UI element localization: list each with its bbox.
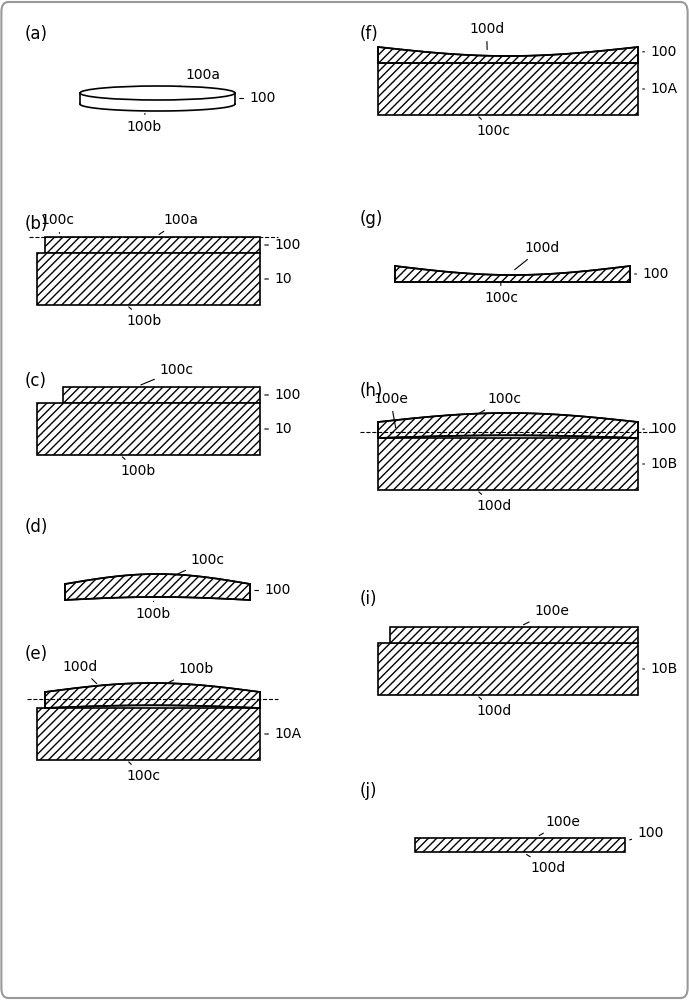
Bar: [37, 253, 260, 305]
Text: 100: 100: [643, 45, 677, 59]
Text: 10: 10: [265, 272, 291, 286]
Text: 100a: 100a: [172, 68, 220, 90]
Ellipse shape: [80, 86, 235, 100]
Text: 10A: 10A: [643, 82, 677, 96]
Bar: [63, 387, 260, 403]
Text: 100d: 100d: [62, 660, 97, 684]
Text: 100b: 100b: [135, 601, 171, 621]
Polygon shape: [45, 683, 260, 708]
Text: 100c: 100c: [477, 117, 511, 138]
Text: 100b: 100b: [127, 307, 162, 328]
Text: 100d: 100d: [515, 241, 559, 270]
Text: 100c: 100c: [175, 553, 225, 575]
Text: 100: 100: [265, 388, 300, 402]
Bar: [378, 63, 638, 115]
Polygon shape: [378, 47, 638, 63]
Text: 100e: 100e: [539, 815, 580, 836]
Text: (g): (g): [360, 210, 383, 228]
Text: 100c: 100c: [40, 213, 74, 233]
Text: 100: 100: [643, 422, 677, 436]
Text: 100e: 100e: [373, 392, 408, 428]
Text: (c): (c): [25, 372, 47, 390]
Text: (j): (j): [360, 782, 378, 800]
Bar: [378, 438, 638, 490]
Text: 100a: 100a: [159, 213, 198, 234]
Bar: [390, 627, 638, 643]
Text: 100b: 100b: [166, 662, 214, 684]
Bar: [415, 838, 625, 852]
Text: 100: 100: [635, 267, 668, 281]
Text: 10: 10: [265, 422, 291, 436]
Text: (b): (b): [25, 215, 48, 233]
Polygon shape: [395, 266, 630, 282]
Text: (f): (f): [360, 25, 379, 43]
Text: 100c: 100c: [480, 392, 521, 413]
Text: 10B: 10B: [643, 662, 677, 676]
Bar: [37, 708, 260, 760]
Text: 100: 100: [630, 826, 664, 840]
Text: 100c: 100c: [141, 363, 194, 385]
Text: 100d: 100d: [477, 697, 512, 718]
Text: 100c: 100c: [484, 283, 518, 305]
Bar: [45, 237, 260, 253]
Text: 100c: 100c: [127, 762, 161, 783]
Text: (e): (e): [25, 645, 48, 663]
Text: 100d: 100d: [526, 854, 566, 875]
Text: (d): (d): [25, 518, 48, 536]
Text: (i): (i): [360, 590, 378, 608]
Text: 10A: 10A: [265, 727, 301, 741]
Bar: [378, 643, 638, 695]
Bar: [37, 403, 260, 455]
Text: 100: 100: [265, 238, 300, 252]
Text: 100d: 100d: [477, 492, 512, 513]
Text: (h): (h): [360, 382, 383, 400]
Text: 10B: 10B: [643, 457, 677, 471]
Text: 100e: 100e: [524, 604, 569, 625]
Polygon shape: [65, 574, 250, 600]
Text: 100d: 100d: [469, 22, 504, 50]
Text: 100: 100: [240, 92, 276, 105]
Text: (a): (a): [25, 25, 48, 43]
Polygon shape: [378, 413, 638, 438]
Text: 100b: 100b: [121, 457, 156, 478]
Text: 100: 100: [255, 584, 290, 597]
Text: 100b: 100b: [127, 113, 162, 134]
Bar: [80, 93, 235, 115]
